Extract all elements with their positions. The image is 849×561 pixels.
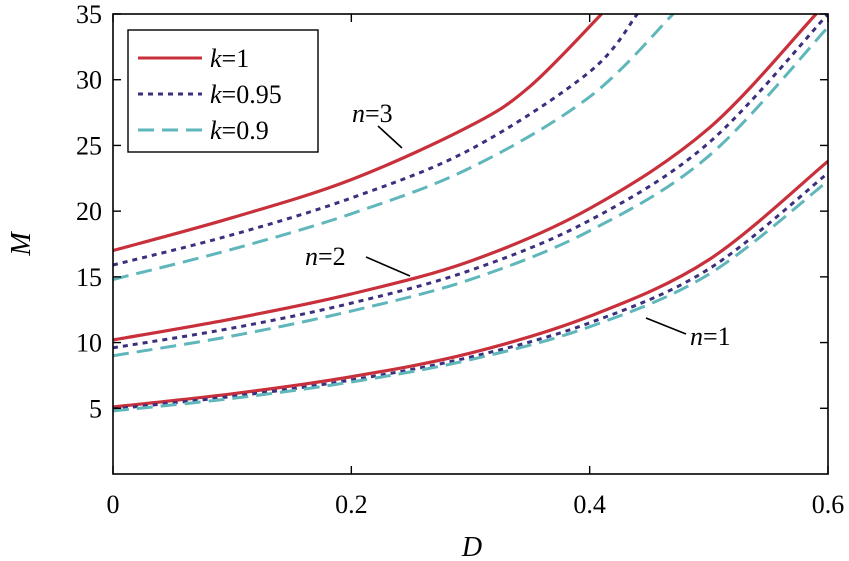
series-line-n3-k09: [113, 14, 675, 281]
plot-frame: [112, 13, 829, 475]
legend-var-0: k: [210, 44, 222, 73]
legend-eq-1: =0.95: [222, 80, 282, 109]
y-tick-label: 25: [76, 131, 102, 160]
annotation-eq-n1: =1: [703, 322, 731, 351]
y-tick-label: 5: [89, 394, 102, 423]
annotation-var-n3: n: [352, 99, 365, 128]
y-axis-title: M: [6, 231, 37, 257]
legend-label-2: k=0.9: [210, 116, 269, 145]
series-line-n1-k095: [113, 171, 828, 411]
y-tick-label: 15: [76, 263, 102, 292]
x-tick-label: 0.6: [812, 490, 845, 519]
legend-var-2: k: [210, 116, 222, 145]
annotation-leader-n3: [377, 125, 403, 149]
annotation-var-n2: n: [305, 242, 318, 271]
series-line-n2-k095: [113, 14, 828, 350]
series-layer: [113, 14, 828, 413]
annotation-eq-n3: =3: [365, 99, 393, 128]
legend: k=1k=0.95k=0.9: [127, 29, 319, 153]
legend-label-0: k=1: [210, 44, 249, 73]
annotation-var-n1: n: [690, 322, 703, 351]
series-line-n2-k09: [113, 26, 828, 358]
series-line-n1-k1: [113, 159, 828, 409]
annotation-eq-n2: =2: [318, 242, 346, 271]
series-line-n2-k1: [113, 14, 818, 342]
x-tick-label: 0: [107, 490, 120, 519]
series-line-n3-k1: [113, 14, 603, 253]
y-tick-label: 10: [76, 329, 102, 358]
annotation-label-n2: n=2: [305, 242, 346, 271]
legend-eq-0: =1: [222, 44, 250, 73]
axes-layer: 0 0.2 0.4 0.6 5 10 15 20 25 30 35 D M: [6, 0, 844, 561]
x-tick-label: 0.2: [335, 490, 368, 519]
annotation-label-n1: n=1: [690, 322, 731, 351]
y-tick-label: 35: [76, 0, 102, 29]
x-axis-title: D: [461, 532, 482, 561]
annotation-layer: n=3n=2n=1: [305, 99, 731, 351]
annotation-leader-n2: [365, 256, 411, 277]
legend-box: [127, 29, 319, 153]
series-line-n1-k09: [113, 179, 828, 413]
legend-eq-2: =0.9: [222, 116, 269, 145]
annotation-leader-n1: [645, 317, 687, 335]
legend-var-1: k: [210, 80, 222, 109]
y-tick-label: 20: [76, 197, 102, 226]
y-tick-label: 30: [76, 66, 102, 95]
annotation-label-n3: n=3: [352, 99, 393, 128]
x-tick-label: 0.4: [573, 490, 606, 519]
series-line-n3-k095: [113, 14, 639, 267]
legend-label-1: k=0.95: [210, 80, 282, 109]
